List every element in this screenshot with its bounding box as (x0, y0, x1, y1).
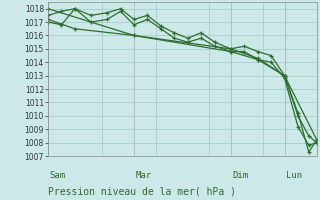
Text: Pression niveau de la mer( hPa ): Pression niveau de la mer( hPa ) (48, 186, 236, 196)
Text: Sam: Sam (50, 171, 66, 180)
Text: Mar: Mar (136, 171, 152, 180)
Text: Lun: Lun (286, 171, 302, 180)
Text: Dim: Dim (232, 171, 249, 180)
